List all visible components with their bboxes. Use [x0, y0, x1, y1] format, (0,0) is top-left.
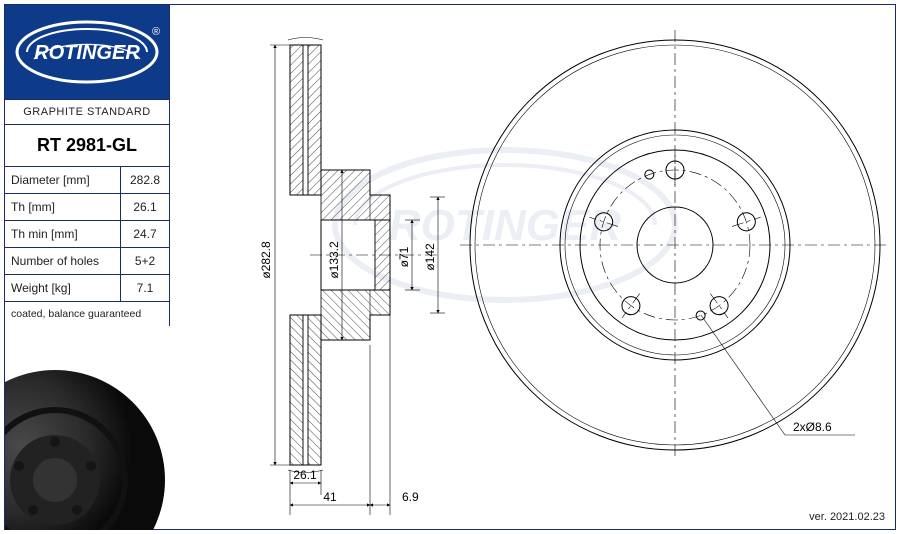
- product-thumbnail: [5, 350, 170, 530]
- side-view: ø282.8 ø133.2 ø71 ø142: [259, 38, 445, 516]
- spec-header: GRAPHITE STANDARD: [5, 100, 169, 125]
- dim-pilot-dia: ø71: [397, 246, 411, 267]
- dim-offset: 41: [323, 490, 337, 504]
- drawing-frame: ROTINGER ® GRAPHITE STANDARD RT 2981-GL …: [4, 4, 896, 530]
- spec-label: Th [mm]: [5, 194, 121, 220]
- spec-row-holes: Number of holes 5+2: [5, 248, 169, 275]
- spec-label: Diameter [mm]: [5, 167, 121, 193]
- version-text: ver. 2021.02.23: [809, 511, 885, 523]
- spec-note: coated, balance guaranteed: [5, 302, 169, 326]
- spec-label: Th min [mm]: [5, 221, 121, 247]
- spec-row-thmin: Th min [mm] 24.7: [5, 221, 169, 248]
- spec-value: 5+2: [121, 248, 169, 274]
- registered-mark: ®: [152, 26, 160, 38]
- spec-value: 26.1: [121, 194, 169, 220]
- spec-row-weight: Weight [kg] 7.1: [5, 275, 169, 302]
- rotinger-logo: ROTINGER ®: [12, 17, 162, 87]
- technical-drawing: ø282.8 ø133.2 ø71 ø142: [180, 15, 889, 523]
- spec-row-diameter: Diameter [mm] 282.8: [5, 167, 169, 194]
- dim-thickness: 26.1: [293, 468, 317, 482]
- spec-value: 24.7: [121, 221, 169, 247]
- dim-bolt-circle: ø142: [423, 243, 437, 271]
- dim-flange: 6.9: [402, 490, 419, 504]
- part-number: RT 2981-GL: [5, 125, 169, 167]
- brand-logo-box: ROTINGER ®: [5, 5, 170, 100]
- dim-hub-dia: ø133.2: [327, 241, 341, 279]
- spec-label: Number of holes: [5, 248, 121, 274]
- dim-small-holes: 2xØ8.6: [793, 420, 832, 434]
- brand-text: ROTINGER: [34, 42, 140, 64]
- spec-label: Weight [kg]: [5, 275, 121, 301]
- spec-value: 282.8: [121, 167, 169, 193]
- dim-outer-dia: ø282.8: [259, 241, 273, 279]
- spec-value: 7.1: [121, 275, 169, 301]
- front-view: 2xØ8.6: [460, 30, 890, 460]
- spec-panel: GRAPHITE STANDARD RT 2981-GL Diameter [m…: [5, 100, 170, 326]
- spec-row-th: Th [mm] 26.1: [5, 194, 169, 221]
